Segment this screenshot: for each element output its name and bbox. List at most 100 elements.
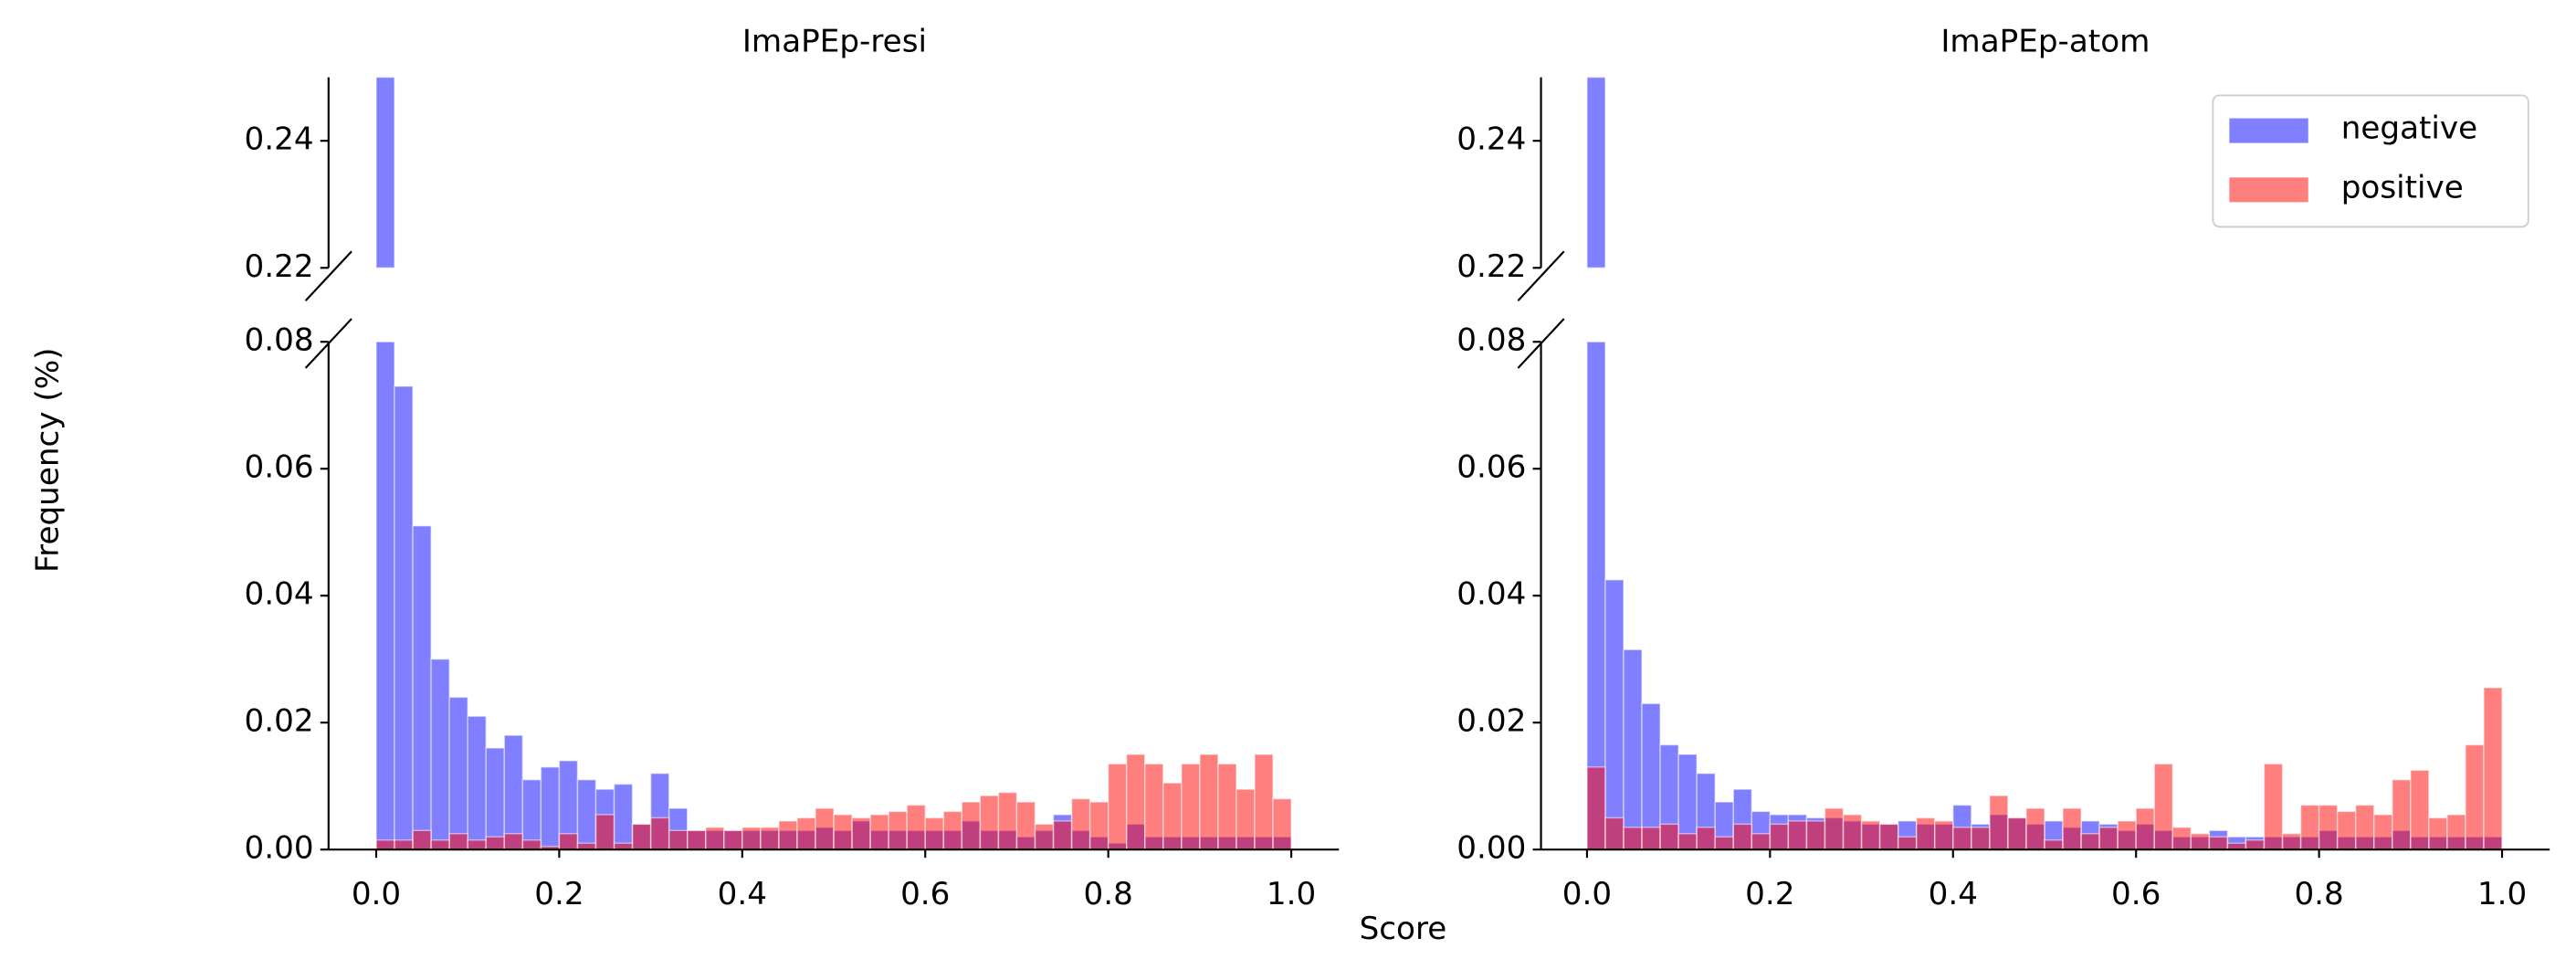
x-tick-label: 0.8 — [1083, 876, 1132, 912]
bar — [2354, 804, 2375, 850]
bar — [2007, 817, 2027, 850]
x-tick-label: 0.2 — [1745, 876, 1794, 912]
y-tick-label: 0.22 — [245, 248, 314, 285]
legend-label: negative — [2341, 111, 2477, 147]
y-tick-label: 0.06 — [1456, 449, 1526, 486]
bar — [1677, 833, 1698, 850]
bar — [631, 823, 652, 850]
axis-break — [1517, 318, 1565, 369]
bar — [1934, 820, 1954, 850]
bar — [2465, 743, 2485, 850]
bar — [1604, 817, 1624, 850]
bar-upper — [375, 76, 395, 269]
x-tick-label: 0.6 — [2111, 876, 2161, 912]
axis-break — [304, 250, 352, 301]
bar — [1126, 754, 1146, 850]
bar — [1878, 823, 1899, 850]
bar — [1714, 836, 1734, 850]
y-tick-label: 0.08 — [1456, 322, 1526, 359]
x-tick-label: 0.2 — [534, 876, 584, 912]
bar — [888, 810, 908, 850]
bar — [723, 829, 743, 850]
bar — [1971, 827, 1991, 850]
bar — [2044, 839, 2064, 850]
bar — [1144, 763, 1164, 850]
bar — [1769, 823, 1790, 850]
bar — [2410, 769, 2430, 850]
bar — [961, 801, 982, 850]
x-tick-label: 1.0 — [2477, 876, 2527, 912]
bar — [1181, 763, 1201, 850]
bar — [485, 836, 506, 850]
bar — [613, 783, 634, 850]
bar — [2135, 807, 2155, 850]
bar — [2483, 687, 2503, 850]
bar — [1641, 827, 1661, 850]
bar — [2171, 827, 2192, 850]
x-axis-label: Score — [1360, 911, 1447, 947]
bar — [1586, 766, 1606, 850]
bar — [1659, 823, 1679, 850]
bar — [467, 839, 487, 850]
bar — [394, 839, 414, 850]
bar — [485, 747, 506, 850]
bar — [1732, 823, 1753, 850]
bar — [412, 525, 432, 850]
bar — [1952, 827, 1972, 850]
bar — [1805, 820, 1826, 850]
bar — [2318, 804, 2339, 850]
bar — [1604, 579, 1624, 850]
x-tick-label: 0.4 — [718, 876, 767, 912]
bar — [924, 817, 945, 850]
bar-upper — [1586, 76, 1606, 269]
bar — [1217, 763, 1237, 850]
bar — [558, 833, 579, 850]
x-tick-label: 0.4 — [1929, 876, 1978, 912]
x-tick-label: 0.8 — [2294, 876, 2343, 912]
bar — [851, 817, 871, 850]
bar — [2025, 807, 2045, 850]
axis-break — [1517, 250, 1565, 301]
bar — [1162, 782, 1183, 850]
bar — [1052, 820, 1073, 850]
bar — [668, 829, 689, 850]
bar — [1623, 648, 1643, 850]
legend-swatch — [2229, 177, 2308, 203]
bar — [1235, 788, 1256, 850]
bar — [1787, 820, 1808, 850]
bar — [997, 791, 1018, 850]
x-tick-label: 0.6 — [900, 876, 950, 912]
bar — [2117, 820, 2137, 850]
bar — [741, 827, 762, 850]
bar — [2428, 817, 2448, 850]
bar — [1989, 795, 2009, 850]
y-tick-label: 0.24 — [1456, 121, 1526, 158]
bar — [2299, 804, 2320, 850]
bar — [375, 839, 395, 850]
bar — [815, 807, 835, 850]
bar — [375, 341, 395, 850]
chart-title: ImaPEp-atom — [1940, 23, 2150, 59]
bar — [760, 827, 780, 850]
bar — [521, 778, 542, 850]
bar — [1897, 836, 1918, 850]
bar — [869, 814, 889, 850]
y-tick-label: 0.24 — [245, 121, 314, 158]
bar — [1751, 833, 1772, 850]
bar — [2208, 836, 2229, 850]
x-tick-label: 0.0 — [1562, 876, 1612, 912]
bar — [2263, 763, 2284, 850]
bar — [540, 766, 561, 850]
bar — [1915, 817, 1936, 850]
y-tick-label: 0.04 — [245, 576, 314, 613]
bar — [2446, 814, 2466, 850]
chart-title: ImaPEp-resi — [742, 23, 927, 59]
bar — [430, 658, 450, 850]
bar — [2062, 807, 2082, 850]
bar — [649, 817, 670, 850]
bar — [796, 817, 816, 850]
bar — [942, 810, 963, 850]
bar — [594, 814, 615, 850]
bar — [1272, 797, 1292, 850]
bar — [2392, 778, 2412, 850]
